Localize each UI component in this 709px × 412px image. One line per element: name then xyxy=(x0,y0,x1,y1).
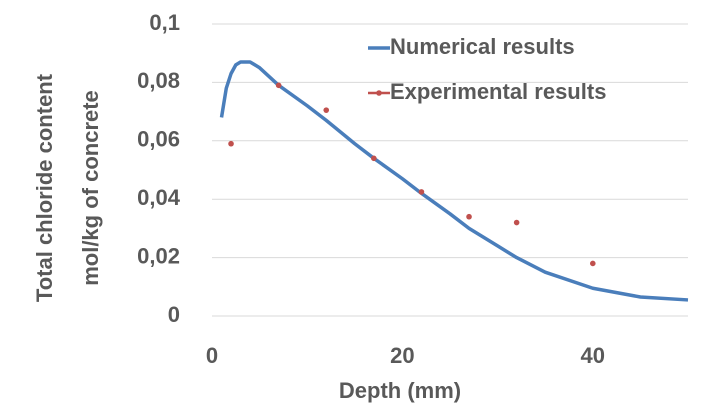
point xyxy=(418,189,425,195)
x-tick-label: 0 xyxy=(206,343,218,368)
x-tick-label: 20 xyxy=(390,343,414,368)
x-tick-label: 40 xyxy=(581,343,605,368)
y-tick-label: 0,04 xyxy=(137,185,181,210)
y-tick-label: 0,08 xyxy=(137,68,180,93)
y-tick-label: 0,06 xyxy=(137,127,180,152)
line xyxy=(219,60,689,302)
point xyxy=(513,219,520,226)
point xyxy=(371,155,377,162)
point xyxy=(275,82,282,89)
y-tick-label: 0,1 xyxy=(149,10,180,35)
legend-symbol xyxy=(376,90,382,96)
y-tick-label: 0,02 xyxy=(137,243,180,268)
legend-label: Experimental results xyxy=(390,79,606,104)
y-axis-title: Total chloride content xyxy=(32,73,57,302)
point xyxy=(228,140,234,147)
point xyxy=(590,260,596,267)
legend-label: Numerical results xyxy=(390,34,575,59)
point xyxy=(466,213,472,220)
x-axis-title: Depth (mm) xyxy=(339,378,461,403)
y-tick-label: 0 xyxy=(168,302,180,327)
y-axis-title: mol/kg of concrete xyxy=(78,90,103,286)
point xyxy=(323,107,330,113)
